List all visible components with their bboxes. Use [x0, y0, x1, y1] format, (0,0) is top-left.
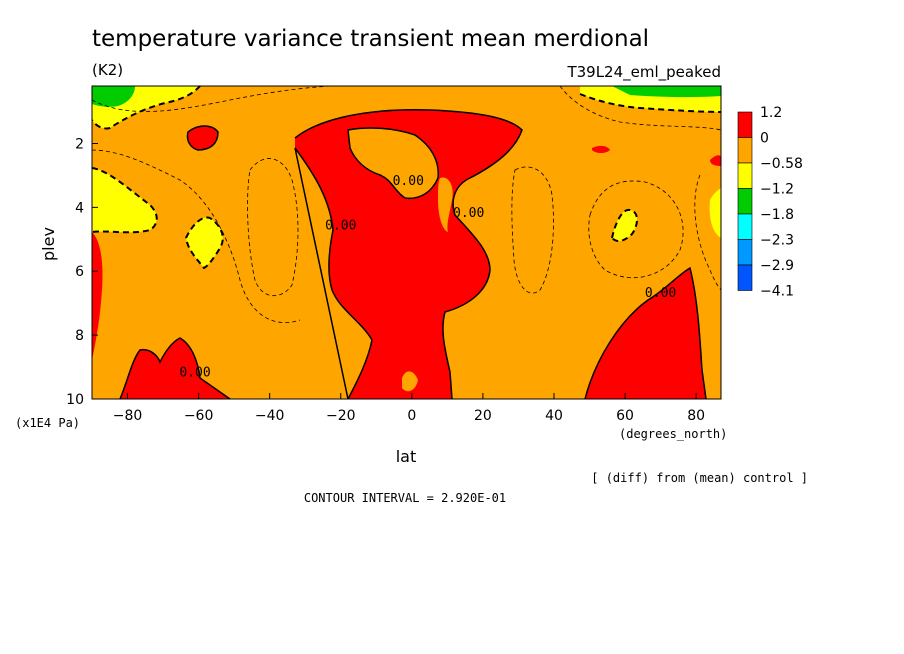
- x-tick-label-3: −20: [326, 408, 356, 424]
- legend-label-2: −0.58: [760, 156, 803, 172]
- legend-swatch-1: [737, 137, 753, 164]
- legend-label-1: 0: [760, 131, 769, 147]
- region-edge-east: [710, 155, 721, 166]
- contour-thin-3: [511, 166, 554, 294]
- region-green-nw: [92, 86, 135, 107]
- x-tick-label-6: 40: [545, 408, 563, 424]
- region-hole-3: [402, 371, 418, 392]
- legend-swatch-3: [737, 188, 753, 215]
- contour-fill: [92, 86, 721, 399]
- contour-interval: CONTOUR INTERVAL = 2.920E-01: [304, 491, 506, 505]
- legend-label-7: −4.1: [760, 284, 794, 300]
- contour-zero-central: [294, 108, 523, 399]
- x-axis-units: (degrees_north): [619, 427, 727, 441]
- region-blob-south: [187, 126, 218, 150]
- units-label: (K2): [92, 61, 123, 79]
- legend-label-3: −1.2: [760, 182, 794, 198]
- plot-frame: [91, 85, 722, 400]
- contour-zero-ne: [584, 266, 707, 399]
- region-green-ne: [612, 86, 721, 98]
- contour-zero-hole: [347, 127, 439, 200]
- region-hole-2: [438, 177, 453, 232]
- region-neg-w: [92, 168, 157, 233]
- x-tick-label-1: −60: [184, 408, 214, 424]
- x-axis-ticks: −80 −60 −40 −20 0 20 40 60 80: [113, 393, 705, 424]
- contour-zero-south: [119, 337, 231, 399]
- x-tick-label-2: −40: [255, 408, 285, 424]
- region-positive-ne: [585, 268, 706, 399]
- x-tick-label-8: 80: [687, 408, 705, 424]
- contour-label-0: 0.00: [393, 174, 424, 189]
- x-tick-label-4: 0: [407, 408, 416, 424]
- chart-title: temperature variance transient mean merd…: [92, 26, 649, 52]
- contour-thin-2: [247, 158, 299, 297]
- contour-neg-w2: [184, 216, 224, 270]
- legend-swatch-4: [737, 213, 753, 240]
- legend-label-6: −2.9: [760, 258, 794, 274]
- y-tick-label-1: 4: [75, 200, 84, 216]
- contour-label-1: 0.00: [325, 219, 356, 234]
- contour-thin-6: [559, 86, 721, 131]
- y-tick-label-3: 8: [75, 328, 84, 344]
- contour-neg-e: [610, 208, 638, 242]
- region-positive-sw: [92, 232, 103, 360]
- y-tick-label-4: 10: [66, 392, 84, 408]
- contour-thin-1: [92, 149, 301, 323]
- legend-swatch-2: [737, 162, 753, 189]
- contour-neg-ne: [579, 93, 721, 113]
- region-neg-e: [612, 209, 637, 241]
- contour-thin-4: [588, 180, 684, 278]
- contour-neg-w: [92, 167, 158, 234]
- region-neg-e2: [709, 188, 721, 238]
- region-hole: [348, 127, 439, 199]
- contour-labels: 0.00 0.00 0.00 0.00 0.00: [179, 174, 676, 381]
- contour-neg-nw: [92, 86, 201, 130]
- color-legend: 1.2 0 −0.58 −1.2 −1.8 −2.3 −2.9 −4.1: [737, 105, 803, 300]
- contour-thin-7: [694, 174, 721, 291]
- run-label: T39L24_eml_peaked: [566, 63, 721, 82]
- y-tick-label-0: 2: [75, 136, 84, 152]
- y-tick-label-2: 6: [75, 264, 84, 280]
- x-tick-label-0: −80: [113, 408, 143, 424]
- legend-label-4: −1.8: [760, 207, 794, 223]
- x-axis-label: lat: [396, 447, 417, 466]
- contour-lines: [92, 86, 721, 399]
- contour-label-2: 0.00: [453, 206, 484, 221]
- legend-swatch-6: [737, 264, 753, 291]
- legend-swatch-0: [737, 111, 753, 138]
- region-blob-north: [592, 145, 610, 153]
- y-axis-ticks: 2 4 6 8 10: [66, 136, 98, 408]
- x-tick-label-7: 60: [616, 408, 634, 424]
- contour-zero-blob: [186, 125, 219, 151]
- contour-label-4: 0.00: [179, 366, 210, 381]
- legend-label-5: −2.3: [760, 233, 794, 249]
- comparison-note: [ (diff) from (mean) control ]: [591, 471, 808, 485]
- contour-thin-5: [92, 86, 331, 112]
- legend-label-0: 1.2: [760, 105, 782, 121]
- contour-label-3: 0.00: [645, 286, 676, 301]
- x-tick-label-5: 20: [474, 408, 492, 424]
- region-positive-south: [120, 338, 230, 399]
- region-neg-w2: [186, 217, 223, 268]
- y-axis-label: plev: [39, 227, 58, 261]
- y-axis-units: (x1E4 Pa): [15, 416, 80, 430]
- region-positive-central: [295, 109, 522, 399]
- legend-swatch-5: [737, 239, 753, 266]
